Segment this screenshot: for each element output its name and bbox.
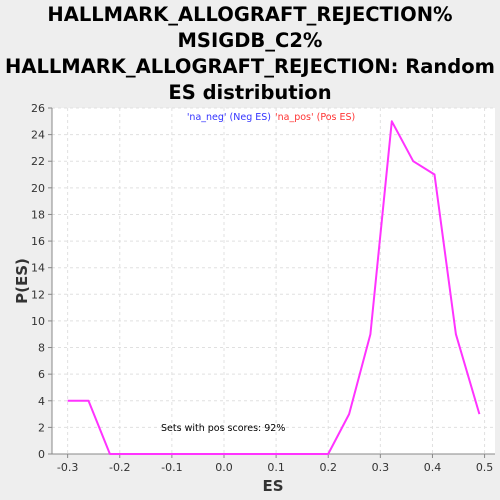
y-tick-label: 0	[38, 448, 45, 461]
chart-title-line-2: MSIGDB_C2%	[177, 29, 323, 52]
pos-scores-annotation: Sets with pos scores: 92%	[161, 423, 285, 434]
y-tick-label: 2	[38, 421, 45, 434]
chart-title: HALLMARK_ALLOGRAFT_REJECTION% MSIGDB_C2%…	[0, 2, 500, 106]
y-tick-label: 18	[31, 208, 45, 221]
x-tick-label: 0.2	[319, 461, 337, 474]
y-tick-label: 14	[31, 262, 45, 275]
chart-title-line-3: HALLMARK_ALLOGRAFT_REJECTION: Random	[5, 55, 495, 78]
legend-neg: 'na_neg' (Neg ES)	[187, 112, 271, 123]
x-tick-label: 0.3	[372, 461, 390, 474]
x-tick-label: 0.0	[215, 461, 233, 474]
series-layer	[67, 120, 481, 455]
y-tick-label: 26	[31, 102, 45, 115]
y-tick-label: 16	[31, 235, 45, 248]
chart-title-line-4: ES distribution	[168, 81, 332, 104]
x-tick-label: 0.4	[424, 461, 442, 474]
x-tick-label: -0.1	[161, 461, 182, 474]
plot-area	[52, 108, 495, 454]
chart-title-line-1: HALLMARK_ALLOGRAFT_REJECTION%	[47, 3, 453, 26]
y-tick-label: 12	[31, 288, 45, 301]
y-tick-label: 10	[31, 315, 45, 328]
legend-pos: 'na_pos' (Pos ES)	[275, 112, 355, 123]
x-axis-label: ES	[262, 477, 283, 495]
y-tick-label: 20	[31, 182, 45, 195]
x-tick-label: 0.5	[476, 461, 494, 474]
ticks: -0.3 -0.2 -0.1 0.0 0.1 0.2 0.3 0.4 0.50246810121…	[31, 102, 493, 474]
x-tick-label: 0.1	[267, 461, 285, 474]
y-tick-label: 24	[31, 129, 45, 142]
y-axis-label: P(ES)	[13, 258, 31, 304]
x-tick-label: -0.3	[57, 461, 78, 474]
es-distribution-line	[67, 120, 481, 455]
y-tick-label: 8	[38, 342, 45, 355]
y-tick-label: 6	[38, 368, 45, 381]
y-tick-label: 4	[38, 395, 45, 408]
x-tick-label: -0.2	[109, 461, 130, 474]
y-tick-label: 22	[31, 155, 45, 168]
